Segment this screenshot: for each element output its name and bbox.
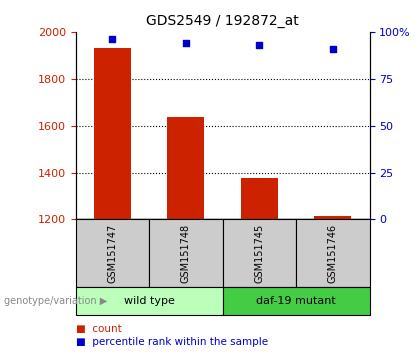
Point [109,36,116,42]
Text: wild type: wild type [123,296,175,306]
Text: GSM151748: GSM151748 [181,223,191,283]
Text: GSM151745: GSM151745 [255,223,264,283]
Bar [149,219,223,287]
Bar [168,118,204,219]
Text: genotype/variation ▶: genotype/variation ▶ [4,296,108,306]
Bar [296,219,370,287]
Bar [223,219,296,287]
Bar [76,219,149,287]
Bar [223,287,370,315]
Text: ■  count: ■ count [76,324,121,334]
Bar [94,48,131,219]
Bar [315,216,351,219]
Title: GDS2549 / 192872_at: GDS2549 / 192872_at [146,14,299,28]
Text: GSM151746: GSM151746 [328,223,338,283]
Text: daf-19 mutant: daf-19 mutant [256,296,336,306]
Text: GSM151747: GSM151747 [108,223,117,283]
Bar [76,287,223,315]
Bar [241,178,278,219]
Point [330,46,336,52]
Text: ■  percentile rank within the sample: ■ percentile rank within the sample [76,337,268,347]
Point [182,40,189,46]
Point [256,42,263,48]
